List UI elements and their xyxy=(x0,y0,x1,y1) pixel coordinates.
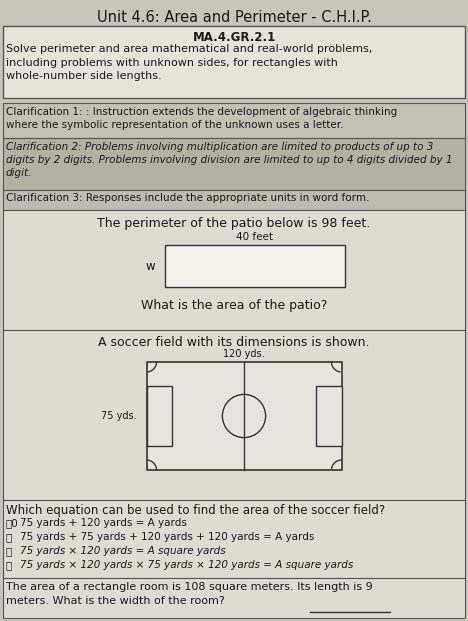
Text: Which equation can be used to find the area of the soccer field?: Which equation can be used to find the a… xyxy=(6,504,385,517)
Text: Ⓓ: Ⓓ xyxy=(6,560,12,570)
Text: 120 yds.: 120 yds. xyxy=(223,349,265,359)
Text: A soccer field with its dimensions is shown.: A soccer field with its dimensions is sh… xyxy=(98,336,370,349)
Bar xyxy=(316,386,342,446)
Bar xyxy=(165,245,345,287)
Text: What is the area of the patio?: What is the area of the patio? xyxy=(141,299,327,312)
Bar xyxy=(3,103,465,138)
Text: 40 feet: 40 feet xyxy=(236,232,273,242)
Text: Clarification 1: : Instruction extends the development of algebraic thinking
whe: Clarification 1: : Instruction extends t… xyxy=(6,107,397,130)
Text: Ⓒ: Ⓒ xyxy=(6,546,12,556)
Text: 75 yards × 120 yards × 75 yards × 120 yards = A square yards: 75 yards × 120 yards × 75 yards × 120 ya… xyxy=(20,560,353,570)
Bar xyxy=(146,362,342,470)
Bar xyxy=(3,26,465,98)
Text: w: w xyxy=(146,260,155,273)
Text: The area of a rectangle room is 108 square meters. Its length is 9
meters. What : The area of a rectangle room is 108 squa… xyxy=(6,582,373,606)
Text: Unit 4.6: Area and Perimeter - C.H.I.P.: Unit 4.6: Area and Perimeter - C.H.I.P. xyxy=(96,10,372,25)
Bar xyxy=(146,386,172,446)
Text: MA.4.GR.2.1: MA.4.GR.2.1 xyxy=(192,31,276,44)
Text: Clarification 2: Problems involving multiplication are limited to products of up: Clarification 2: Problems involving mult… xyxy=(6,142,453,178)
Text: 75 yards × 120 yards = A square yards: 75 yards × 120 yards = A square yards xyxy=(20,546,226,556)
Bar xyxy=(3,190,465,210)
Text: 75 yards + 75 yards + 120 yards + 120 yards = A yards: 75 yards + 75 yards + 120 yards + 120 ya… xyxy=(20,532,314,542)
Text: 75 yds.: 75 yds. xyxy=(101,411,136,421)
Text: Solve perimeter and area mathematical and real-world problems,
including problem: Solve perimeter and area mathematical an… xyxy=(6,44,372,81)
Bar xyxy=(3,330,465,500)
Text: ␹0: ␹0 xyxy=(6,518,19,528)
Bar xyxy=(3,500,465,578)
Bar xyxy=(3,578,465,618)
Text: The perimeter of the patio below is 98 feet.: The perimeter of the patio below is 98 f… xyxy=(97,217,371,230)
Text: Clarification 3: Responses include the appropriate units in word form.: Clarification 3: Responses include the a… xyxy=(6,193,369,203)
Text: 75 yards + 120 yards = A yards: 75 yards + 120 yards = A yards xyxy=(20,518,187,528)
Bar xyxy=(3,210,465,330)
Text: Ⓑ: Ⓑ xyxy=(6,532,12,542)
Bar xyxy=(3,138,465,190)
